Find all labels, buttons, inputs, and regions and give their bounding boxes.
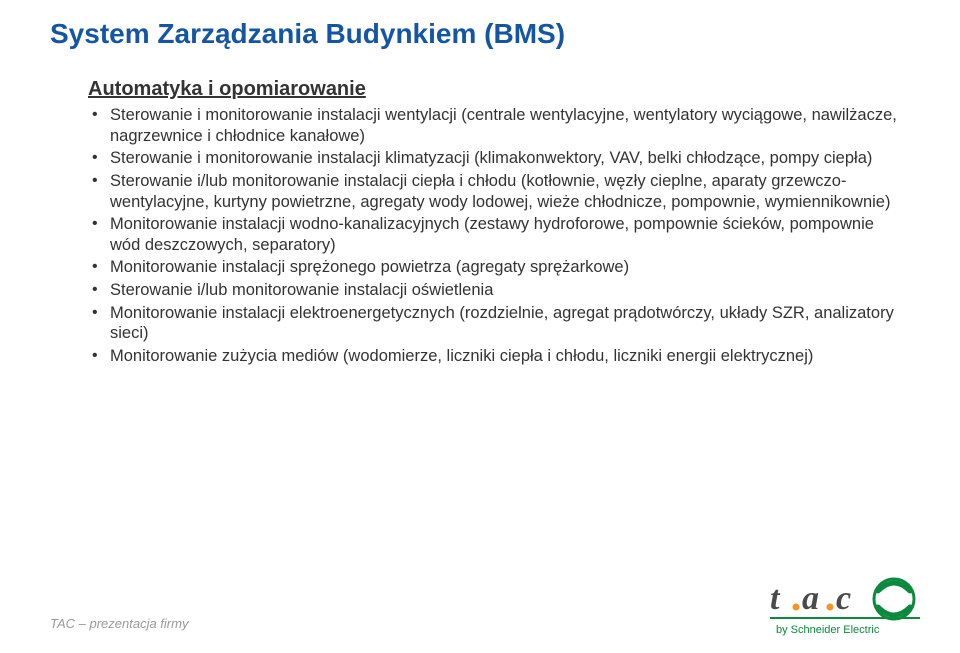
svg-text:c: c	[836, 580, 851, 617]
slide: System Zarządzania Budynkiem (BMS) Autom…	[0, 0, 960, 653]
svg-text:t: t	[770, 580, 781, 617]
list-item: Sterowanie i/lub monitorowanie instalacj…	[110, 171, 900, 212]
section-subtitle: Automatyka i opomiarowanie	[88, 78, 910, 101]
svg-text:by Schneider Electric: by Schneider Electric	[776, 624, 880, 636]
list-item: Monitorowanie instalacji elektroenergety…	[110, 303, 900, 344]
tac-logo: t a c by Schneider Electric	[770, 575, 920, 639]
list-item: Monitorowanie zużycia mediów (wodomierze…	[110, 346, 900, 367]
list-item: Sterowanie i/lub monitorowanie instalacj…	[110, 280, 900, 301]
page-title: System Zarządzania Budynkiem (BMS)	[50, 18, 910, 50]
bullet-list: Sterowanie i monitorowanie instalacji we…	[88, 105, 910, 367]
list-item: Sterowanie i monitorowanie instalacji we…	[110, 105, 900, 146]
svg-text:a: a	[802, 580, 819, 617]
footer-text: TAC – prezentacja firmy	[50, 616, 188, 631]
list-item: Monitorowanie instalacji sprężonego powi…	[110, 257, 900, 278]
list-item: Sterowanie i monitorowanie instalacji kl…	[110, 148, 900, 169]
list-item: Monitorowanie instalacji wodno-kanalizac…	[110, 214, 900, 255]
